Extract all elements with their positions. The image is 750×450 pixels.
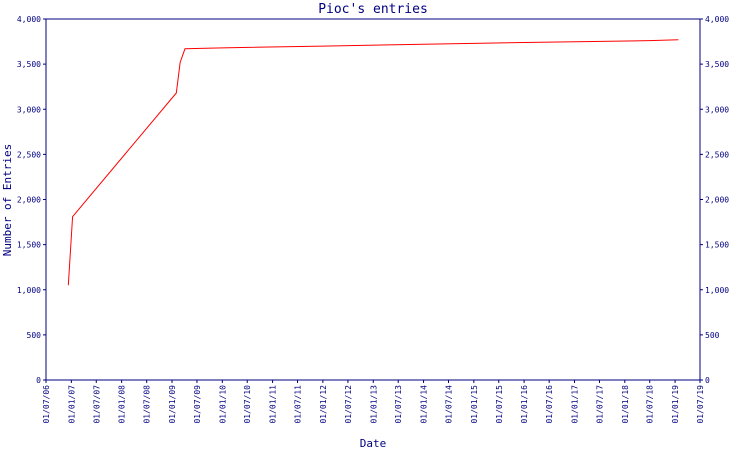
y-tick-label: 500 — [27, 331, 42, 340]
x-tick-label: 01/01/18 — [621, 385, 630, 424]
x-tick-label: 01/01/12 — [319, 385, 328, 424]
x-tick-label: 01/07/19 — [696, 385, 705, 424]
plot-frame — [45, 18, 701, 381]
x-tick-label: 01/07/16 — [545, 385, 554, 424]
x-tick-label: 01/01/15 — [470, 385, 479, 424]
y-tick-label: 2,500 — [17, 150, 41, 159]
x-tick-label: 01/01/19 — [671, 385, 680, 424]
x-tick-label: 01/01/07 — [67, 385, 76, 424]
x-tick-label: 01/07/17 — [595, 385, 604, 424]
x-tick-label: 01/07/07 — [92, 385, 101, 424]
y2-tick-label: 4,000 — [705, 15, 729, 24]
y2-tick-label: 2,000 — [705, 196, 729, 205]
x-tick-label: 01/01/14 — [420, 385, 429, 424]
y-tick-label: 4,000 — [17, 15, 41, 24]
y-tick-label: 0 — [36, 376, 41, 385]
y-tick-label: 3,500 — [17, 60, 41, 69]
x-tick-label: 01/01/16 — [520, 385, 529, 424]
x-axis-label: Date — [360, 437, 387, 450]
y2-tick-label: 3,000 — [705, 105, 729, 114]
y2-tick-label: 2,500 — [705, 150, 729, 159]
chart-title: Pioc's entries — [318, 2, 428, 17]
x-tick-label: 01/07/10 — [243, 385, 252, 424]
y2-tick-label: 1,000 — [705, 286, 729, 295]
y-tick-label: 3,000 — [17, 105, 41, 114]
x-tick-label: 01/01/17 — [571, 385, 580, 424]
x-tick-label: 01/01/13 — [369, 385, 378, 424]
x-tick-label: 01/07/08 — [143, 385, 152, 424]
x-tick-label: 01/07/12 — [344, 385, 353, 424]
y2-tick-label: 1,500 — [705, 241, 729, 250]
x-tick-label: 01/07/14 — [444, 385, 453, 424]
x-tick-label: 01/07/06 — [42, 385, 51, 424]
y-tick-label: 1,000 — [17, 286, 41, 295]
x-tick-label: 01/01/10 — [218, 385, 227, 424]
x-tick-label: 01/01/08 — [118, 385, 127, 424]
x-tick-label: 01/01/11 — [269, 385, 278, 424]
y-axis-label: Number of Entries — [1, 144, 14, 257]
x-tick-label: 01/07/13 — [394, 385, 403, 424]
x-tick-label: 01/07/11 — [294, 385, 303, 424]
x-tick-label: 01/07/09 — [193, 385, 202, 424]
y-tick-label: 2,000 — [17, 196, 41, 205]
y2-tick-label: 3,500 — [705, 60, 729, 69]
y-tick-label: 1,500 — [17, 241, 41, 250]
x-tick-label: 01/07/18 — [646, 385, 655, 424]
x-tick-label: 01/07/15 — [495, 385, 504, 424]
x-tick-label: 01/01/09 — [168, 385, 177, 424]
y2-tick-label: 500 — [705, 331, 720, 340]
y2-tick-label: 0 — [705, 376, 710, 385]
data-line — [67, 39, 679, 286]
